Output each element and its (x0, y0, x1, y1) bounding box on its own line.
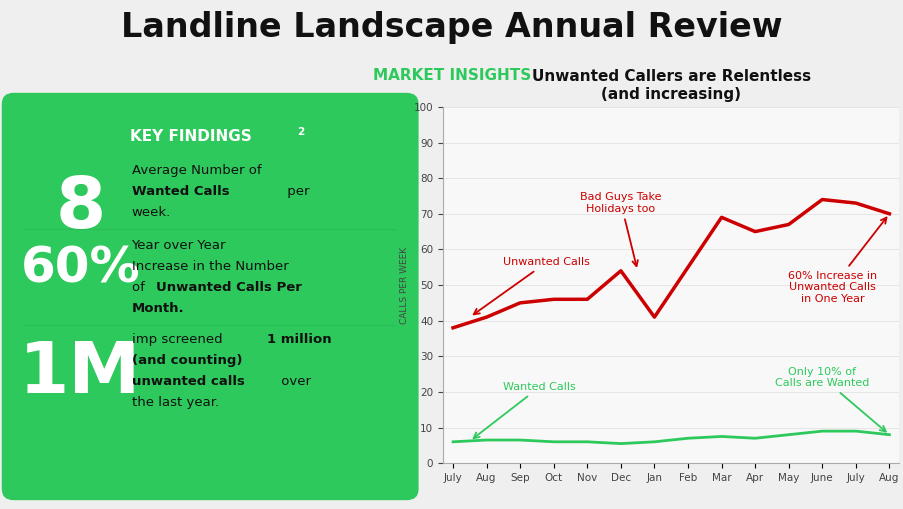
Text: Bad Guys Take
Holidays too: Bad Guys Take Holidays too (580, 192, 661, 266)
Text: imp screened: imp screened (132, 333, 226, 346)
Text: 60%: 60% (21, 245, 140, 293)
Text: 60% Increase in
Unwanted Calls
in One Year: 60% Increase in Unwanted Calls in One Ye… (787, 217, 886, 304)
Text: (and counting): (and counting) (132, 354, 242, 367)
Text: per: per (283, 185, 309, 198)
Text: Unwanted Calls Per: Unwanted Calls Per (155, 281, 302, 294)
Text: unwanted calls: unwanted calls (132, 375, 244, 388)
Text: 2: 2 (296, 127, 303, 137)
Text: 1 million: 1 million (267, 333, 331, 346)
Text: Year over Year: Year over Year (132, 239, 226, 252)
Y-axis label: CALLS PER WEEK: CALLS PER WEEK (400, 246, 409, 324)
Text: the last year.: the last year. (132, 397, 219, 409)
Text: Landline Landscape Annual Review: Landline Landscape Annual Review (121, 11, 782, 44)
Text: week.: week. (132, 206, 171, 219)
Text: 8: 8 (55, 174, 106, 242)
Text: Unwanted Calls: Unwanted Calls (473, 257, 590, 315)
Text: MARKET INSIGHTS: MARKET INSIGHTS (372, 68, 531, 82)
Text: Wanted Calls: Wanted Calls (473, 382, 575, 438)
Text: over: over (276, 375, 311, 388)
FancyBboxPatch shape (2, 93, 418, 500)
Text: Average Number of: Average Number of (132, 164, 261, 177)
Text: Increase in the Number: Increase in the Number (132, 260, 288, 273)
Title: Unwanted Callers are Relentless
(and increasing): Unwanted Callers are Relentless (and inc… (531, 69, 810, 102)
Text: KEY FINDINGS: KEY FINDINGS (129, 129, 251, 145)
Text: Month.: Month. (132, 302, 184, 315)
Text: Wanted Calls: Wanted Calls (132, 185, 228, 198)
Text: 1M: 1M (19, 339, 142, 408)
Text: Only 10% of
Calls are Wanted: Only 10% of Calls are Wanted (774, 367, 885, 432)
Text: of: of (132, 281, 148, 294)
